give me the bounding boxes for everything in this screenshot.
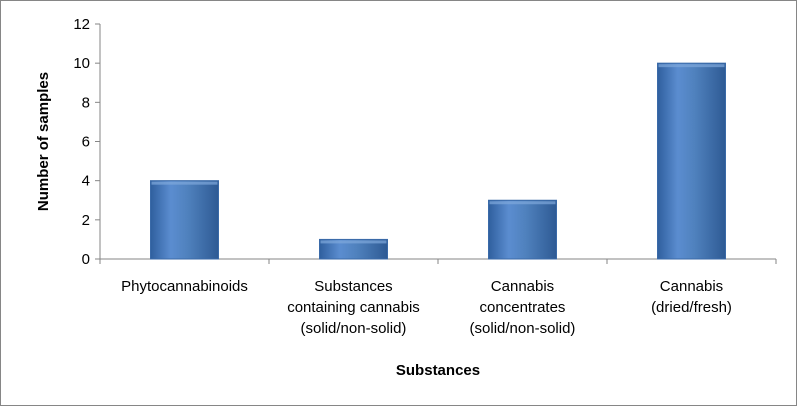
x-category-label-line: concentrates: [480, 299, 566, 316]
bars: [150, 62, 726, 260]
bar: [150, 180, 219, 260]
x-axis-title: Substances: [396, 362, 480, 379]
bar-highlight: [151, 181, 218, 185]
y-tick-label: 2: [82, 212, 90, 229]
x-category-label-line: Substances: [314, 278, 392, 295]
y-tick-label: 4: [82, 173, 90, 190]
y-axis: 0 2 4 6 8 10 12: [73, 16, 101, 268]
x-category-label-line: Cannabis: [660, 278, 723, 295]
y-tick-label: 8: [82, 94, 90, 111]
bar-highlight: [320, 240, 387, 244]
y-tick-label: 0: [82, 251, 90, 268]
x-axis: [99, 258, 777, 264]
x-category-label-line: Cannabis: [491, 278, 554, 295]
bar: [657, 62, 726, 260]
y-axis-title: Number of samples: [35, 72, 52, 211]
x-category-label: Phytocannabinoids: [121, 278, 248, 295]
x-category-label-line: containing cannabis: [287, 299, 420, 316]
x-category-label-line: (dried/fresh): [651, 299, 732, 316]
bar: [319, 238, 388, 260]
x-category-label: Cannabis (dried/fresh): [651, 278, 732, 316]
y-tick-label: 12: [73, 16, 90, 33]
x-category-label-line: Phytocannabinoids: [121, 278, 248, 295]
category-labels: Phytocannabinoids Substances containing ca…: [121, 278, 732, 337]
x-category-label: Substances containing cannabis (solid/non-…: [287, 278, 420, 337]
x-category-label: Cannabis concentrates (solid/non-solid): [470, 278, 576, 337]
x-category-label-line: (solid/non-solid): [470, 320, 576, 337]
bar: [488, 199, 557, 260]
bar-highlight: [658, 64, 725, 68]
y-tick-label: 10: [73, 55, 90, 72]
y-tick-label: 6: [82, 134, 90, 151]
bar-highlight: [489, 201, 556, 205]
x-category-label-line: (solid/non-solid): [301, 320, 407, 337]
